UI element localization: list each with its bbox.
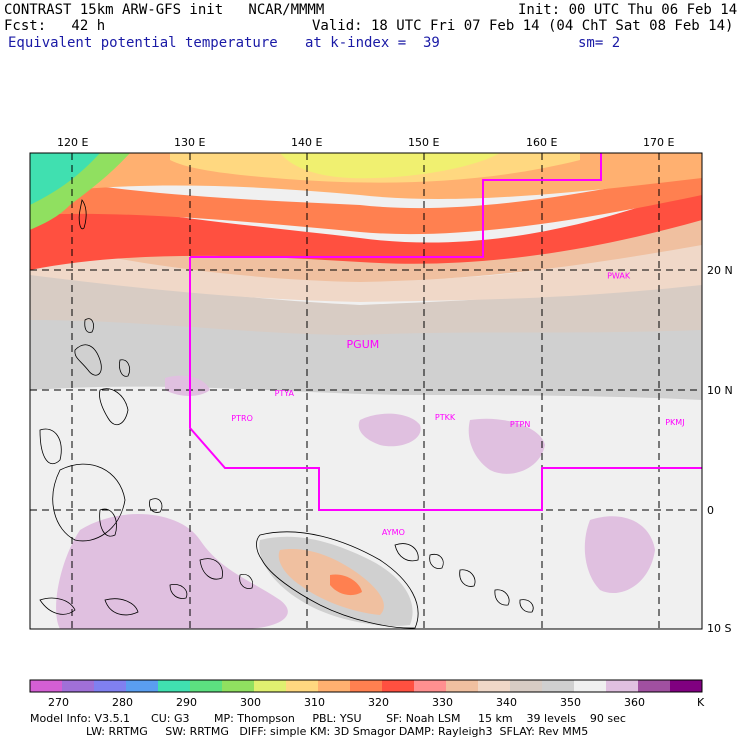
colorbar-swatch	[638, 680, 671, 692]
colorbar-swatch	[126, 680, 159, 692]
colorbar-swatch	[158, 680, 191, 692]
colorbar-swatch	[478, 680, 511, 692]
colorbar-label: 330	[432, 696, 453, 709]
colorbar-label: 320	[368, 696, 389, 709]
colorbar-swatch	[414, 680, 447, 692]
region-boundary	[190, 153, 602, 258]
colorbar-swatch	[574, 680, 607, 692]
colorbar-swatch	[510, 680, 543, 692]
model-info-line-2: LW: RRTMG SW: RRTMG DIFF: simple KM: 3D …	[30, 725, 589, 738]
colorbar-swatch	[350, 680, 383, 692]
lon-label: 120 E	[57, 136, 89, 149]
lon-label: 150 E	[408, 136, 440, 149]
colorbar-label: 300	[240, 696, 261, 709]
station-ptro: PTRO	[231, 414, 253, 423]
station-labels: PWAK PGUM PTYA PTRO PTKK PTPN PKMJ AYMO	[231, 271, 684, 537]
colorbar-swatch	[254, 680, 287, 692]
lon-label: 170 E	[643, 136, 675, 149]
colorbar-label: 350	[560, 696, 581, 709]
station-ptya: PTYA	[275, 389, 295, 398]
coastlines	[39, 199, 534, 629]
theta-e-field	[30, 153, 702, 629]
colorbar-swatch	[318, 680, 351, 692]
station-pkmj: PKMJ	[665, 418, 684, 427]
colorbar-swatch	[542, 680, 575, 692]
colorbar-swatch	[382, 680, 415, 692]
lat-label: 10 N	[707, 384, 733, 397]
colorbar-swatch	[62, 680, 95, 692]
lon-label: 130 E	[174, 136, 206, 149]
lon-label: 140 E	[291, 136, 323, 149]
region-boundary-south	[189, 257, 702, 511]
lon-label: 160 E	[526, 136, 558, 149]
colorbar-label: 270	[48, 696, 69, 709]
colorbar-label: 310	[304, 696, 325, 709]
valid-time: Valid: 18 UTC Fri 07 Feb 14 (04 ChT Sat …	[312, 18, 734, 34]
smoothing: sm= 2	[578, 35, 621, 51]
lat-label: 10 S	[707, 622, 732, 635]
model-info-line-1: Model Info: V3.5.1 CU: G3 MP: Thompson P…	[30, 712, 626, 725]
colorbar-swatch	[446, 680, 479, 692]
station-aymo: AYMO	[382, 528, 405, 537]
colorbar-frame	[29, 679, 703, 693]
colorbar-label: 290	[176, 696, 197, 709]
station-pgum: PGUM	[347, 338, 380, 351]
map-frame	[29, 152, 703, 630]
lat-label: 20 N	[707, 264, 733, 277]
level-index: at k-index = 39	[305, 35, 440, 51]
colorbar-swatch	[30, 680, 63, 692]
colorbar-label: 280	[112, 696, 133, 709]
lat-label: 0	[707, 504, 714, 517]
forecast-hour: Fcst: 42 h	[4, 18, 106, 34]
colorbar-swatch	[286, 680, 319, 692]
title-line-1: CONTRAST 15km ARW-GFS init NCAR/MMMM	[4, 2, 325, 18]
station-ptpn: PTPN	[510, 420, 531, 429]
field-name: Equivalent potential temperature	[8, 35, 278, 51]
station-pwak: PWAK	[607, 271, 631, 280]
colorbar-swatch	[222, 680, 255, 692]
colorbar-swatch	[190, 680, 223, 692]
colorbar-label: 360	[624, 696, 645, 709]
colorbar-swatch	[606, 680, 639, 692]
init-time: Init: 00 UTC Thu 06 Feb 14	[518, 2, 738, 18]
colorbar-swatch	[94, 680, 127, 692]
graticule	[30, 153, 702, 629]
colorbar-swatch	[670, 680, 703, 692]
colorbar-label: K	[697, 696, 705, 709]
colorbar-label: 340	[496, 696, 517, 709]
station-ptkk: PTKK	[435, 413, 456, 422]
